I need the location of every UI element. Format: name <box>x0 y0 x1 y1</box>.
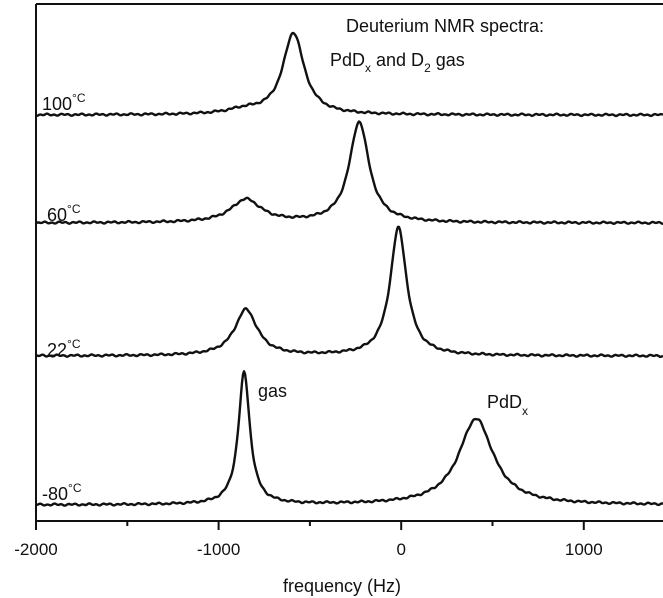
title-and-d: and D <box>371 50 424 70</box>
temp-label-22: 22°C <box>47 337 81 360</box>
temp-label-minus80: -80°C <box>42 481 82 504</box>
title-pdd-sub: x <box>365 61 371 75</box>
x-tick-label: 0 <box>396 540 405 559</box>
spectrum-line--80°C <box>35 370 663 507</box>
spectrum-line-60°C <box>35 120 663 226</box>
temp-label-60: 60°C <box>47 202 81 225</box>
temp-label-100: 100°C <box>42 91 86 114</box>
x-tick-label: 1000 <box>565 540 603 559</box>
x-tick-label: -2000 <box>14 540 57 559</box>
x-tick-label: -1000 <box>197 540 240 559</box>
x-axis-ticks <box>35 521 585 530</box>
spectrum-line-100°C <box>35 31 663 118</box>
title-d-sub: 2 <box>424 61 431 75</box>
title-gas: gas <box>431 50 465 70</box>
peak-label-gas: gas <box>258 381 287 401</box>
chart-title-line1: Deuterium NMR spectra: <box>346 16 544 36</box>
x-axis-title: frequency (Hz) <box>283 576 401 596</box>
spectrum-line-22°C <box>35 225 663 358</box>
title-pdd: PdD <box>330 50 365 70</box>
spectra-group <box>35 31 663 507</box>
chart-title-line2: PdDx and D2 gas <box>330 50 465 75</box>
peak-label-pddx: PdDx <box>487 392 528 418</box>
